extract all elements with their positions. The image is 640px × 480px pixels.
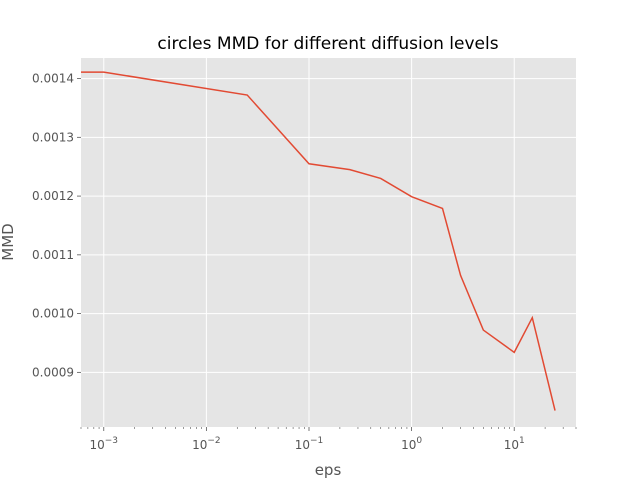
y-tick-label: 0.0012 bbox=[32, 189, 74, 203]
plot-background bbox=[81, 58, 576, 427]
x-tick-label: 100 bbox=[401, 436, 422, 452]
series-line bbox=[81, 71, 556, 411]
grid bbox=[81, 58, 576, 427]
x-tick-label: 10−3 bbox=[89, 436, 118, 452]
x-tick-label: 10−2 bbox=[192, 436, 221, 452]
y-tick-label: 0.0014 bbox=[32, 72, 74, 86]
y-axis-label: MMD bbox=[0, 223, 17, 260]
y-tick-label: 0.0011 bbox=[32, 248, 74, 262]
x-tick-label: 10−1 bbox=[295, 436, 324, 452]
chart-title: circles MMD for different diffusion leve… bbox=[157, 34, 498, 54]
y-tick-label: 0.0013 bbox=[32, 130, 74, 144]
y-tick-label: 0.0009 bbox=[32, 365, 74, 379]
y-axis: 0.0009 0.0010 0.0011 0.0012 0.0013 0.0014 bbox=[32, 72, 81, 379]
x-axis-label: eps bbox=[315, 461, 342, 479]
x-tick-label: 101 bbox=[504, 436, 525, 452]
y-tick-label: 0.0010 bbox=[32, 307, 74, 321]
x-axis: 10−3 10−2 10−1 100 101 bbox=[80, 427, 577, 452]
